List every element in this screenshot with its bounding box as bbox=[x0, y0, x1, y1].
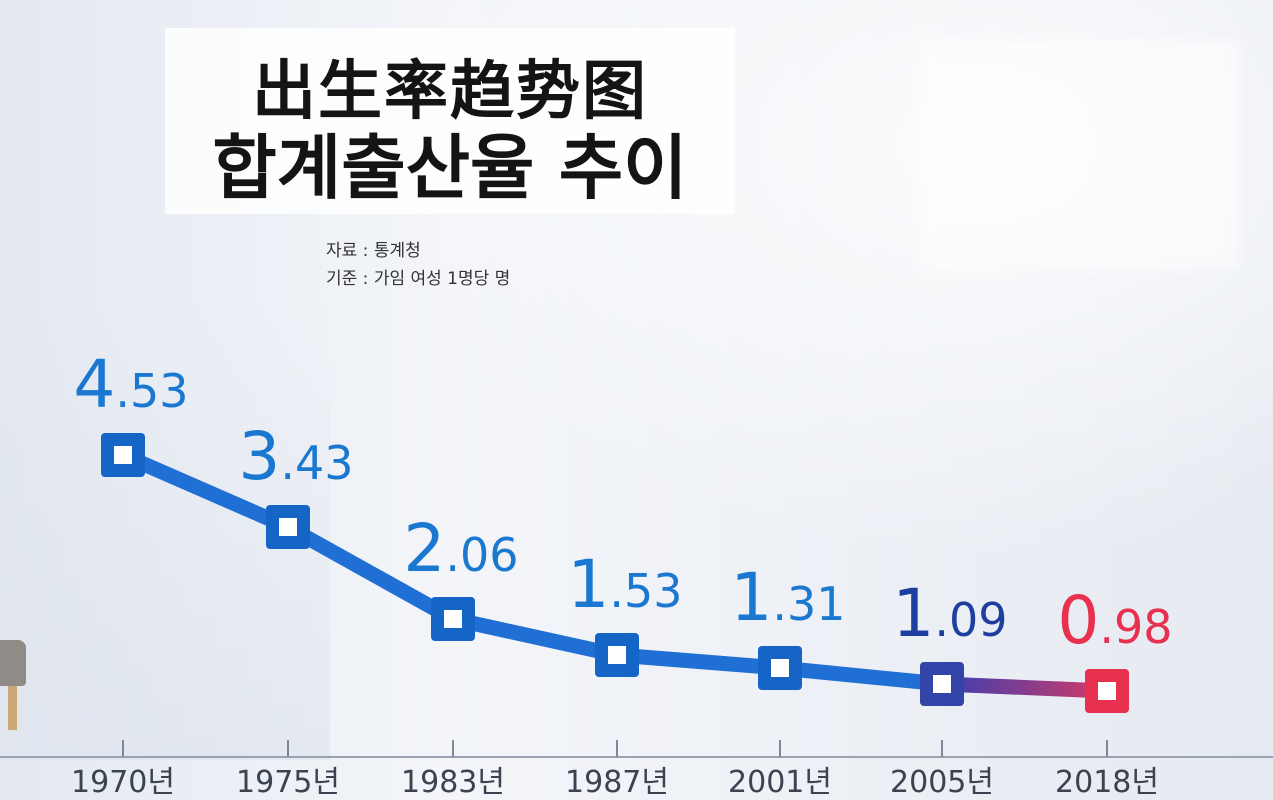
value-label: 3.43 bbox=[238, 418, 353, 495]
x-tick-label: 2005년 bbox=[890, 765, 994, 800]
x-tick-label: 1983년 bbox=[401, 765, 505, 800]
background-window bbox=[920, 40, 1240, 270]
series-line-segment bbox=[115, 447, 296, 535]
sofa-leg-decoration bbox=[8, 686, 17, 730]
chart-title-korean: 합계출산율 추이 bbox=[212, 127, 688, 209]
x-tick-label: 2018년 bbox=[1055, 765, 1159, 800]
series-line-segment bbox=[280, 519, 461, 627]
chart-title-chinese: 出生率趋势图 bbox=[252, 55, 648, 129]
value-label: 4.53 bbox=[73, 346, 188, 423]
x-tick-label: 1975년 bbox=[236, 765, 340, 800]
data-point-marker bbox=[920, 662, 964, 706]
data-point-marker bbox=[266, 505, 310, 549]
x-tick-label: 1987년 bbox=[565, 765, 669, 800]
series-line-segment bbox=[445, 611, 625, 663]
value-label: 2.06 bbox=[403, 510, 518, 587]
series-line-segment bbox=[772, 660, 950, 692]
value-label: 1.31 bbox=[730, 559, 845, 636]
series-line-segment bbox=[934, 676, 1115, 699]
series-line-segment bbox=[609, 647, 788, 676]
title-backdrop bbox=[165, 28, 735, 214]
data-point-marker bbox=[1085, 669, 1129, 713]
data-point-marker bbox=[431, 597, 475, 641]
unit-note: 기준 : 가임 여성 1명당 명 bbox=[326, 269, 511, 289]
data-point-marker bbox=[595, 633, 639, 677]
value-label: 0.98 bbox=[1057, 582, 1172, 659]
value-label: 1.09 bbox=[892, 575, 1007, 652]
value-label: 1.53 bbox=[567, 546, 682, 623]
sofa-decoration bbox=[0, 640, 26, 686]
data-point-marker bbox=[758, 646, 802, 690]
source-note: 자료 : 통계청 bbox=[326, 241, 421, 261]
x-tick-label: 2001년 bbox=[728, 765, 832, 800]
x-tick-label: 1970년 bbox=[71, 765, 175, 800]
data-point-marker bbox=[101, 433, 145, 477]
